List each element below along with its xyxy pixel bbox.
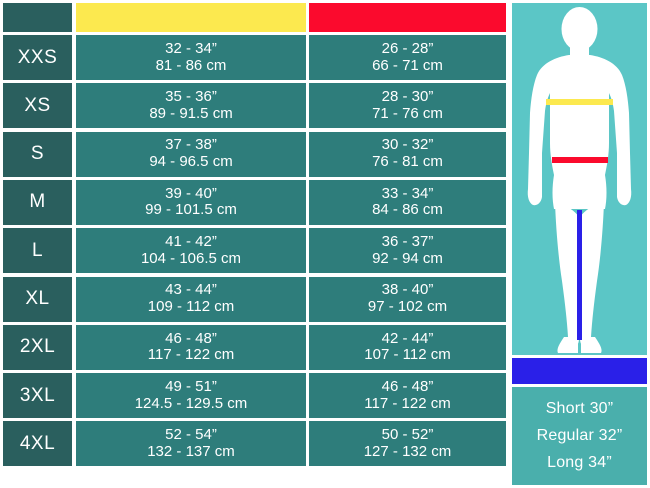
table-row: M 39 - 40” 99 - 101.5 cm 33 - 34” 84 - 86 cm bbox=[0, 179, 509, 225]
table-row: XL 43 - 44” 109 - 112 cm 38 - 40” 97 - 102 c… bbox=[0, 276, 509, 322]
waist-inches: 36 - 37” bbox=[381, 232, 434, 250]
waist-cm: 66 - 71 cm bbox=[372, 56, 443, 74]
cell-waist: 38 - 40” 97 - 102 cm bbox=[309, 276, 506, 322]
cell-chest: 35 - 36” 89 - 91.5 cm bbox=[76, 83, 306, 129]
size-table: XXS 32 - 34” 81 - 86 cm 26 - 28” 66 - 71 cm X… bbox=[0, 0, 509, 467]
figure-panel-wrap: Short 30” Regular 32” Long 34” bbox=[509, 0, 650, 488]
waist-inches: 46 - 48” bbox=[381, 377, 434, 395]
cell-waist: 26 - 28” 66 - 71 cm bbox=[309, 35, 506, 80]
waist-cm: 92 - 94 cm bbox=[372, 249, 443, 267]
chest-inches: 46 - 48” bbox=[165, 329, 217, 347]
inseam-option-short: Short 30” bbox=[545, 400, 614, 417]
waist-cm: 76 - 81 cm bbox=[372, 153, 443, 171]
cell-waist: 50 - 52” 127 - 132 cm bbox=[309, 421, 506, 467]
chest-inches: 49 - 51” bbox=[165, 377, 217, 395]
waist-cm: 107 - 112 cm bbox=[364, 346, 451, 364]
chest-inches: 41 - 42” bbox=[165, 232, 217, 250]
inseam-option-long: Long 34” bbox=[547, 454, 612, 471]
table-row: 4XL 52 - 54” 132 - 137 cm 50 - 52” 127 - 132… bbox=[0, 421, 509, 467]
chest-inches: 32 - 34” bbox=[165, 39, 217, 57]
waist-cm: 117 - 122 cm bbox=[364, 394, 451, 412]
cell-waist: 30 - 32” 76 - 81 cm bbox=[309, 131, 506, 177]
cell-chest: 39 - 40” 99 - 101.5 cm bbox=[76, 179, 306, 225]
cell-waist: 42 - 44” 107 - 112 cm bbox=[309, 324, 506, 370]
cell-size: L bbox=[3, 228, 72, 274]
header-size-cell bbox=[3, 3, 72, 32]
chest-cm: 109 - 112 cm bbox=[147, 298, 235, 315]
chest-inches: 35 - 36” bbox=[165, 88, 217, 105]
chest-cm: 89 - 91.5 cm bbox=[149, 104, 233, 122]
cell-size: XXS bbox=[3, 35, 72, 80]
chest-cm: 132 - 137 cm bbox=[147, 442, 235, 460]
chest-inches: 39 - 40” bbox=[165, 184, 217, 202]
chest-cm: 81 - 86 cm bbox=[155, 56, 227, 74]
chest-inches: 37 - 38” bbox=[165, 136, 217, 154]
waist-cm: 127 - 132 cm bbox=[363, 442, 452, 460]
table-row: XS 35 - 36” 89 - 91.5 cm 28 - 30” 71 - 76 cm bbox=[0, 83, 509, 129]
cell-size: S bbox=[3, 131, 72, 177]
header-chest-color-bar bbox=[76, 3, 306, 32]
waist-cm: 97 - 102 cm bbox=[367, 298, 448, 315]
waist-inches: 28 - 30” bbox=[381, 88, 434, 105]
waist-inches: 26 - 28” bbox=[381, 39, 434, 57]
chest-cm: 104 - 106.5 cm bbox=[140, 249, 242, 267]
chest-cm: 99 - 101.5 cm bbox=[145, 201, 237, 219]
cell-chest: 46 - 48” 117 - 122 cm bbox=[76, 324, 306, 370]
chest-cm: 94 - 96.5 cm bbox=[149, 153, 233, 171]
table-row: 3XL 49 - 51” 124.5 - 129.5 cm 46 - 48” 117 -… bbox=[0, 373, 509, 419]
waist-inches: 38 - 40” bbox=[381, 281, 434, 299]
cell-size: 3XL bbox=[3, 373, 72, 419]
cell-waist: 28 - 30” 71 - 76 cm bbox=[309, 83, 506, 129]
cell-size: M bbox=[3, 179, 72, 225]
cell-waist: 33 - 34” 84 - 86 cm bbox=[309, 179, 506, 225]
waist-inches: 50 - 52” bbox=[381, 426, 434, 444]
cell-size: 4XL bbox=[3, 421, 72, 467]
cell-chest: 41 - 42” 104 - 106.5 cm bbox=[76, 228, 306, 274]
cell-waist: 36 - 37” 92 - 94 cm bbox=[309, 228, 506, 274]
header-waist-color-bar bbox=[309, 3, 506, 32]
table-row: XXS 32 - 34” 81 - 86 cm 26 - 28” 66 - 71 cm bbox=[0, 35, 509, 80]
cell-chest: 52 - 54” 132 - 137 cm bbox=[76, 421, 306, 467]
waist-inches: 30 - 32” bbox=[381, 136, 434, 154]
table-row: 2XL 46 - 48” 117 - 122 cm 42 - 44” 107 - 112… bbox=[0, 324, 509, 370]
human-silhouette bbox=[512, 3, 647, 355]
body-figure-panel bbox=[512, 3, 647, 355]
cell-chest: 37 - 38” 94 - 96.5 cm bbox=[76, 131, 306, 177]
waist-inches: 33 - 34” bbox=[381, 184, 434, 202]
cell-waist: 46 - 48” 117 - 122 cm bbox=[309, 373, 506, 419]
chest-inches: 43 - 44” bbox=[165, 281, 217, 299]
table-row: L 41 - 42” 104 - 106.5 cm 36 - 37” 92 - 94 c… bbox=[0, 228, 509, 274]
inseam-option-regular: Regular 32” bbox=[536, 427, 623, 444]
cell-chest: 43 - 44” 109 - 112 cm bbox=[76, 276, 306, 322]
table-row: S 37 - 38” 94 - 96.5 cm 30 - 32” 76 - 81 cm bbox=[0, 131, 509, 177]
cell-size: XS bbox=[3, 83, 72, 129]
chest-cm: 117 - 122 cm bbox=[147, 346, 235, 364]
inseam-options: Short 30” Regular 32” Long 34” bbox=[512, 387, 647, 485]
waist-inches: 42 - 44” bbox=[381, 329, 434, 347]
cell-chest: 32 - 34” 81 - 86 cm bbox=[76, 35, 306, 80]
chest-inches: 52 - 54” bbox=[165, 426, 217, 444]
cell-size: 2XL bbox=[3, 324, 72, 370]
waist-cm: 84 - 86 cm bbox=[372, 201, 443, 219]
inseam-color-bar bbox=[512, 358, 647, 384]
waist-cm: 71 - 76 cm bbox=[372, 104, 443, 122]
cell-size: XL bbox=[3, 276, 72, 322]
cell-chest: 49 - 51” 124.5 - 129.5 cm bbox=[76, 373, 306, 419]
chest-cm: 124.5 - 129.5 cm bbox=[134, 394, 248, 412]
table-header-row bbox=[0, 0, 509, 32]
